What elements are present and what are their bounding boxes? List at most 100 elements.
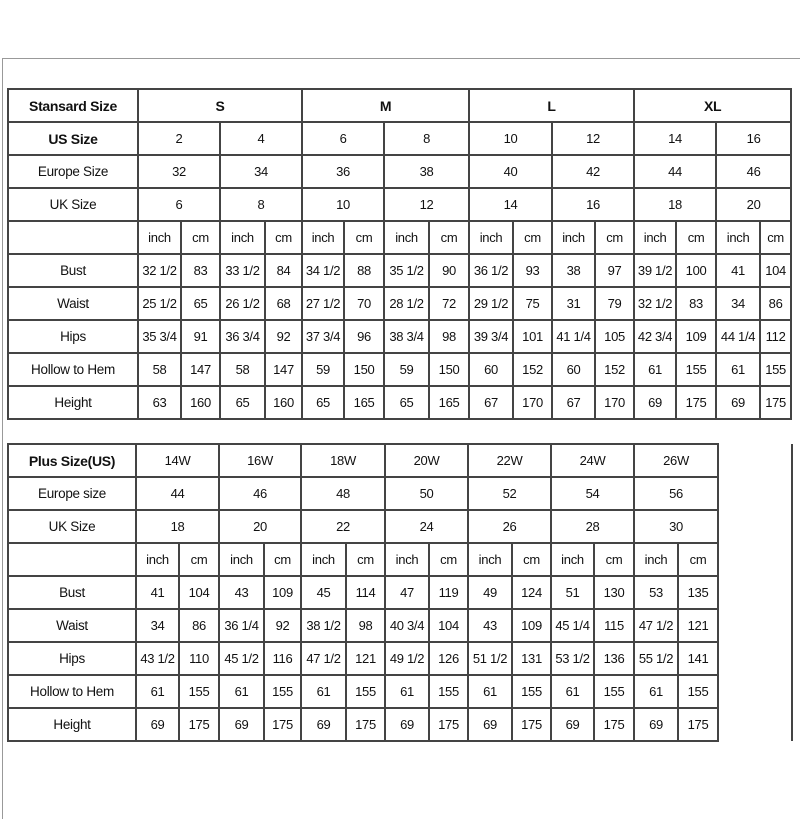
measurement-row: Hips 35 3/4 91 36 3/4 92 37 3/4 96 38 3/4 98 39 3… xyxy=(7,319,793,354)
measurement-cell: 136 xyxy=(593,641,635,676)
measurement-cell: 53 xyxy=(633,575,679,610)
size-cell: 56 xyxy=(633,476,719,511)
measurement-cell: 165 xyxy=(428,385,471,420)
measurement-cell: 27 1/2 xyxy=(301,286,346,321)
size-cell: 14 xyxy=(633,121,718,156)
measurement-cell: 69 xyxy=(135,707,180,742)
measurement-cell: 45 1/4 xyxy=(550,608,595,643)
row-label: US Size xyxy=(7,121,139,156)
measurement-cell: 39 1/2 xyxy=(633,253,678,288)
measurement-cell: 115 xyxy=(593,608,635,643)
measurement-cell: 92 xyxy=(263,319,304,354)
size-cell: 6 xyxy=(137,187,221,222)
measurement-row: Hollow to Hem 58 147 58 147 59 150 59 150 60 152 60… xyxy=(7,352,793,387)
unit-cm: cm xyxy=(263,220,304,255)
measurement-cell: 61 xyxy=(633,352,678,387)
size-cell: 40 xyxy=(468,154,554,189)
unit-cm: cm xyxy=(180,220,221,255)
row-label: Waist xyxy=(7,286,139,321)
measurement-cell: 65 xyxy=(219,385,266,420)
measurement-cell: 112 xyxy=(759,319,793,354)
unit-inch: inch xyxy=(384,542,430,577)
size-cell: 20 xyxy=(218,509,302,544)
plus-size-20w: 20W xyxy=(384,443,469,478)
measurement-cell: 58 xyxy=(137,352,182,387)
unit-inch: inch xyxy=(468,220,515,255)
measurement-cell: 86 xyxy=(759,286,793,321)
measurement-cell: 40 3/4 xyxy=(384,608,430,643)
size-cell: 48 xyxy=(300,476,386,511)
unit-inch: inch xyxy=(715,220,762,255)
empty-area xyxy=(717,444,793,741)
measurement-cell: 98 xyxy=(428,319,471,354)
unit-cm: cm xyxy=(178,542,220,577)
measurement-cell: 26 1/2 xyxy=(219,286,266,321)
row-label: UK Size xyxy=(7,187,139,222)
row-label: Bust xyxy=(7,253,139,288)
measurement-cell: 88 xyxy=(343,253,386,288)
unit-cm: cm xyxy=(428,542,469,577)
measurement-cell: 69 xyxy=(550,707,595,742)
measurement-cell: 58 xyxy=(219,352,266,387)
measurement-cell: 96 xyxy=(343,319,386,354)
size-cell: 18 xyxy=(135,509,220,544)
measurement-cell: 47 xyxy=(384,575,430,610)
measurement-cell: 147 xyxy=(180,352,221,387)
unit-inch: inch xyxy=(551,220,597,255)
row-label: UK Size xyxy=(7,509,137,544)
measurement-cell: 175 xyxy=(759,385,793,420)
measurement-cell: 170 xyxy=(512,385,554,420)
unit-inch: inch xyxy=(137,220,182,255)
measurement-cell: 69 xyxy=(300,707,347,742)
measurement-cell: 34 xyxy=(715,286,762,321)
measurement-cell: 175 xyxy=(428,707,469,742)
measurement-cell: 155 xyxy=(428,674,469,709)
measurement-cell: 31 xyxy=(551,286,597,321)
measurement-cell: 175 xyxy=(593,707,635,742)
unit-cm: cm xyxy=(511,542,552,577)
unit-inch: inch xyxy=(300,542,347,577)
measurement-cell: 65 xyxy=(301,385,346,420)
measurement-cell: 61 xyxy=(384,674,430,709)
unit-inch: inch xyxy=(633,542,679,577)
plus-size-18w: 18W xyxy=(300,443,386,478)
unit-inch: inch xyxy=(550,542,595,577)
unit-cm: cm xyxy=(759,220,793,255)
measurement-cell: 165 xyxy=(343,385,386,420)
measurement-cell: 28 1/2 xyxy=(383,286,431,321)
measurement-cell: 36 1/2 xyxy=(468,253,515,288)
measurement-cell: 83 xyxy=(675,286,718,321)
measurement-cell: 51 xyxy=(550,575,595,610)
measurement-cell: 41 xyxy=(135,575,180,610)
measurement-cell: 53 1/2 xyxy=(550,641,595,676)
measurement-cell: 131 xyxy=(511,641,552,676)
size-cell: 38 xyxy=(383,154,471,189)
size-group-m: M xyxy=(301,88,471,123)
measurement-cell: 69 xyxy=(633,385,678,420)
measurement-cell: 160 xyxy=(263,385,304,420)
measurement-cell: 101 xyxy=(512,319,554,354)
measurement-cell: 91 xyxy=(180,319,221,354)
measurement-cell: 114 xyxy=(345,575,386,610)
uk-size-row: UK Size 18 20 22 24 26 28 30 xyxy=(7,509,792,544)
unit-cm: cm xyxy=(343,220,386,255)
size-cell: 22 xyxy=(300,509,386,544)
row-label: Hollow to Hem xyxy=(7,674,137,709)
size-cell: 16 xyxy=(715,121,793,156)
measurement-row: Bust 41 104 43 109 45 114 47 119 49 124 51 130 53 135 xyxy=(7,575,792,610)
measurement-cell: 86 xyxy=(178,608,220,643)
measurement-cell: 60 xyxy=(468,352,515,387)
size-cell: 10 xyxy=(301,187,386,222)
size-cell: 18 xyxy=(633,187,718,222)
header-row: Plus Size(US) 14W 16W 18W 20W 22W 24W 26W xyxy=(7,443,793,741)
measurement-cell: 43 xyxy=(467,608,513,643)
measurement-cell: 61 xyxy=(135,674,180,709)
unit-inch: inch xyxy=(135,542,180,577)
size-cell: 10 xyxy=(468,121,554,156)
measurement-cell: 152 xyxy=(512,352,554,387)
size-cell: 12 xyxy=(383,187,471,222)
measurement-cell: 135 xyxy=(677,575,719,610)
plus-size-14w: 14W xyxy=(135,443,220,478)
header-label: Stansard Size xyxy=(7,88,139,123)
measurement-row: Height 63 160 65 160 65 165 65 165 67 170 67 170 69 17… xyxy=(7,385,793,420)
